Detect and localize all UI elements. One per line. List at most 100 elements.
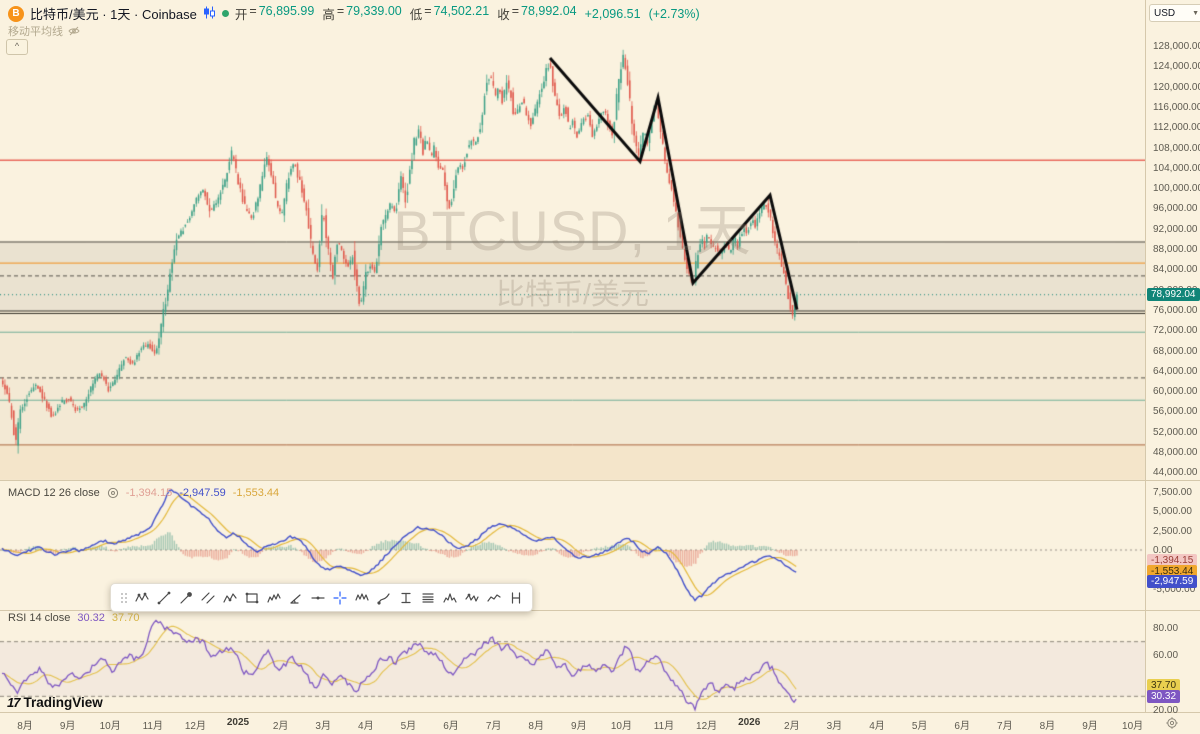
rsi-legend-title[interactable]: RSI 14 close bbox=[8, 612, 71, 624]
time-axis-label: 11月 bbox=[142, 721, 163, 732]
close-label: 收 bbox=[497, 8, 510, 22]
rsi-legend[interactable]: RSI 14 close 30.32 37.70 bbox=[8, 612, 139, 624]
rsi-ma-value: 37.70 bbox=[111, 612, 140, 624]
high-value: 79,339.00 bbox=[346, 4, 402, 18]
time-axis-label: 7月 bbox=[997, 721, 1013, 732]
rectangle-tool-button[interactable] bbox=[241, 586, 263, 609]
time-axis-label: 12月 bbox=[184, 721, 206, 732]
time-axis-label: 8月 bbox=[1039, 721, 1056, 732]
time-axis-label: 2026 bbox=[738, 717, 761, 728]
open-value: 76,895.99 bbox=[258, 4, 315, 18]
price-axis[interactable]: 128,000.00 124,000.00 120,000.00 116,000.00… bbox=[1145, 0, 1200, 716]
time-axis-label: 5月 bbox=[911, 721, 928, 732]
time-axis-label: 2月 bbox=[272, 721, 289, 732]
elliott-impulse-wave-tool-button[interactable] bbox=[219, 586, 241, 609]
change-pct-value: (+2.73%) bbox=[648, 6, 700, 21]
drawing-toolbar bbox=[110, 583, 533, 612]
currency-select[interactable]: USD ▼ bbox=[1149, 4, 1200, 22]
polyline-tool-button[interactable] bbox=[483, 586, 505, 609]
price-range-tool-button[interactable] bbox=[395, 586, 417, 609]
rsi-value: 30.32 bbox=[77, 612, 105, 624]
time-axis-label: 8月 bbox=[528, 721, 544, 732]
time-axis-label: 11月 bbox=[653, 721, 675, 732]
rsi-ma-badge: 37.70 bbox=[1147, 679, 1181, 692]
macd-legend[interactable]: MACD 12 26 close -1,394.15 -2,947.59 -1,… bbox=[8, 487, 279, 499]
time-axis-label: 8月 bbox=[17, 721, 33, 732]
open-label: 开 bbox=[234, 8, 248, 22]
price-axis-border bbox=[1145, 0, 1146, 712]
pane-separator-macd[interactable] bbox=[0, 480, 1200, 481]
arrow-marker-line-tool-button[interactable] bbox=[175, 586, 197, 609]
macd-legend-title[interactable]: MACD 12 26 close bbox=[8, 487, 100, 499]
candlestick-style-icon[interactable] bbox=[203, 6, 216, 22]
three-drives-pattern-tool-button[interactable] bbox=[263, 586, 285, 609]
price-axis-label: 92,000.00 bbox=[1153, 223, 1198, 235]
macd-hist-value: -1,394.15 bbox=[125, 487, 173, 499]
collapse-pane-button[interactable]: ^ bbox=[6, 39, 28, 55]
low-value: 74,502.21 bbox=[433, 4, 490, 18]
time-axis[interactable]: 8月 9月 10月 11月 12月 2025 2月 3月 4月 5月 6月 7月 8月 9月 10月 11月 1… bbox=[0, 712, 1200, 732]
time-axis-border bbox=[0, 712, 1200, 713]
tradingview-logo-text: TradingView bbox=[23, 695, 103, 710]
price-axis-label: 108,000.00 bbox=[1153, 142, 1200, 154]
indicator-axis-label: 0.00 bbox=[1153, 545, 1173, 556]
pane-separator-rsi[interactable] bbox=[0, 610, 1200, 611]
close-price-badge: 78,992.04 bbox=[1147, 288, 1200, 301]
chevron-down-icon: ▼ bbox=[1192, 9, 1199, 17]
time-axis-label: 10月 bbox=[610, 721, 632, 732]
price-axis-label: 100,000.00 bbox=[1153, 183, 1200, 195]
price-axis-label: 88,000.00 bbox=[1153, 244, 1198, 255]
tradingview-logo[interactable]: 17 TradingView bbox=[7, 695, 103, 710]
macd-hist-badge: -1,394.15 bbox=[1147, 554, 1198, 567]
head-and-shoulders-tool-button[interactable] bbox=[439, 586, 461, 609]
indicator-axis-label: 60.00 bbox=[1153, 650, 1179, 661]
indicator-axis-label: 2,500.00 bbox=[1153, 526, 1192, 537]
cross-line-tool-button[interactable] bbox=[329, 586, 351, 609]
eye-icon[interactable] bbox=[107, 487, 119, 499]
macd-line-value: -2,947.59 bbox=[179, 487, 226, 499]
time-axis-label: 9月 bbox=[59, 721, 76, 732]
parallel-channel-tool-button[interactable] bbox=[197, 586, 219, 609]
ohlc-values: 开 = 76,895.99 高 = 79,339.00 低 = 74,502.21 收 = 78… bbox=[234, 4, 700, 22]
horizontal-line-tool-button[interactable] bbox=[307, 586, 329, 609]
ma-legend[interactable]: 移动平均线 bbox=[8, 23, 80, 39]
time-axis-label: 3月 bbox=[826, 721, 843, 732]
time-axis-label: 4月 bbox=[869, 721, 885, 732]
wxy-pattern-tool-button[interactable] bbox=[351, 586, 373, 609]
fib-retracement-tool-button[interactable] bbox=[417, 586, 439, 609]
time-axis-label: 2月 bbox=[784, 721, 800, 732]
currency-value: USD bbox=[1154, 7, 1176, 19]
time-axis-label: 4月 bbox=[358, 721, 374, 732]
eye-hidden-icon[interactable] bbox=[68, 25, 80, 37]
brush-tool-button[interactable] bbox=[373, 586, 395, 609]
time-axis-label: 6月 bbox=[954, 721, 970, 732]
date-range-tool-button[interactable] bbox=[505, 586, 527, 609]
symbol-header: B 比特币/美元 · 1天 · Coinbase 开 = 76,895.99 高 = 7… bbox=[8, 4, 700, 23]
elliott-correction-wave-tool-button[interactable] bbox=[461, 586, 483, 609]
trend-line-tool-button[interactable] bbox=[153, 586, 175, 609]
price-axis-label: 112,000.00 bbox=[1153, 122, 1200, 134]
xabcd-pattern-tool-button[interactable] bbox=[131, 586, 153, 609]
indicator-axis-label: -5,000.00 bbox=[1153, 584, 1196, 595]
time-axis-label: 5月 bbox=[400, 721, 417, 732]
time-axis-label: 9月 bbox=[1082, 721, 1098, 732]
time-axis-label: 12月 bbox=[696, 721, 718, 732]
btc-logo-icon: B bbox=[8, 5, 24, 22]
toolbar-drag-handle[interactable] bbox=[119, 590, 128, 605]
ma-legend-label[interactable]: 移动平均线 bbox=[8, 26, 63, 38]
time-axis-label: 10月 bbox=[99, 721, 121, 732]
time-axis-label: 3月 bbox=[315, 721, 331, 732]
tradingview-logo-icon: 17 bbox=[7, 695, 21, 710]
macd-line-badge: -2,947.59 bbox=[1147, 575, 1198, 588]
price-axis-label: 56,000.00 bbox=[1153, 406, 1198, 418]
indicator-axis-label: 80.00 bbox=[1153, 623, 1179, 634]
time-axis-settings-gear-icon[interactable] bbox=[1166, 716, 1178, 729]
low-label: 低 bbox=[409, 8, 423, 22]
symbol-title[interactable]: 比特币/美元 · 1天 · Coinbase bbox=[30, 7, 197, 22]
price-axis-label: 104,000.00 bbox=[1153, 162, 1200, 174]
trend-angle-tool-button[interactable] bbox=[285, 586, 307, 609]
price-axis-label: 48,000.00 bbox=[1153, 447, 1198, 458]
change-value: +2,096.51 bbox=[584, 6, 641, 21]
indicator-axis-label: 7,500.00 bbox=[1153, 487, 1192, 498]
